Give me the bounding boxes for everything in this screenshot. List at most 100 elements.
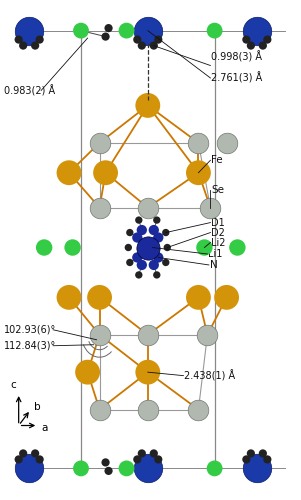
Point bbox=[145, 102, 150, 110]
Text: Se: Se bbox=[211, 185, 224, 195]
Text: N: N bbox=[210, 260, 218, 270]
Point bbox=[212, 464, 217, 472]
Point bbox=[248, 42, 253, 50]
Point bbox=[97, 294, 102, 302]
Point bbox=[145, 26, 150, 34]
Point bbox=[135, 234, 140, 241]
Point bbox=[145, 464, 150, 472]
Point bbox=[196, 168, 201, 176]
Point bbox=[97, 204, 102, 212]
Point bbox=[67, 168, 71, 176]
Point bbox=[165, 244, 170, 252]
Point bbox=[97, 139, 102, 147]
Point bbox=[135, 36, 140, 44]
Point bbox=[37, 456, 42, 464]
Point bbox=[151, 261, 156, 269]
Point bbox=[79, 464, 83, 472]
Point bbox=[196, 406, 201, 413]
Point bbox=[126, 244, 131, 252]
Point bbox=[265, 456, 270, 464]
Point bbox=[145, 244, 150, 252]
Point bbox=[244, 456, 249, 464]
Point bbox=[224, 294, 229, 302]
Point bbox=[106, 467, 111, 475]
Point bbox=[79, 26, 83, 34]
Text: 2.761(3) Å: 2.761(3) Å bbox=[211, 72, 262, 84]
Text: D1: D1 bbox=[211, 218, 225, 228]
Text: c: c bbox=[11, 380, 16, 390]
Point bbox=[205, 331, 210, 339]
Text: Li1: Li1 bbox=[208, 249, 223, 259]
Point bbox=[244, 36, 249, 44]
Point bbox=[135, 456, 140, 464]
Point bbox=[235, 244, 240, 252]
Point bbox=[106, 24, 111, 32]
Point bbox=[27, 26, 32, 34]
Point bbox=[103, 168, 108, 176]
Text: 102.93(6)°: 102.93(6)° bbox=[4, 325, 56, 335]
Point bbox=[139, 450, 144, 458]
Point bbox=[224, 139, 229, 147]
Point bbox=[145, 204, 150, 212]
Point bbox=[33, 450, 38, 458]
Point bbox=[260, 42, 265, 50]
Point bbox=[139, 226, 144, 234]
Point bbox=[97, 331, 102, 339]
Point bbox=[163, 228, 168, 236]
Point bbox=[202, 244, 207, 252]
Text: Fe: Fe bbox=[211, 155, 223, 165]
Point bbox=[154, 216, 159, 224]
Point bbox=[103, 32, 108, 40]
Point bbox=[124, 26, 129, 34]
Point bbox=[154, 271, 159, 279]
Point bbox=[260, 450, 265, 458]
Point bbox=[145, 406, 150, 413]
Text: D2: D2 bbox=[211, 228, 225, 237]
Point bbox=[208, 204, 213, 212]
Point bbox=[212, 26, 217, 34]
Point bbox=[85, 368, 90, 376]
Point bbox=[27, 464, 32, 472]
Text: 112.84(3)°: 112.84(3)° bbox=[4, 340, 56, 350]
Text: 0.998(3) Å: 0.998(3) Å bbox=[211, 50, 262, 62]
Point bbox=[67, 294, 71, 302]
Point bbox=[127, 258, 132, 266]
Point bbox=[265, 36, 270, 44]
Point bbox=[136, 216, 141, 224]
Point bbox=[103, 458, 108, 466]
Point bbox=[16, 36, 21, 44]
Text: a: a bbox=[41, 422, 48, 432]
Point bbox=[124, 464, 129, 472]
Point bbox=[156, 234, 161, 241]
Text: 2.438(1) Å: 2.438(1) Å bbox=[184, 370, 235, 382]
Point bbox=[21, 42, 26, 50]
Text: 0.983(2) Å: 0.983(2) Å bbox=[4, 84, 55, 96]
Point bbox=[156, 254, 161, 262]
Point bbox=[42, 244, 47, 252]
Point bbox=[136, 271, 141, 279]
Point bbox=[135, 254, 140, 262]
Text: Li2: Li2 bbox=[211, 238, 226, 248]
Point bbox=[254, 464, 259, 472]
Text: b: b bbox=[34, 402, 41, 411]
Point bbox=[196, 139, 201, 147]
Point bbox=[254, 26, 259, 34]
Point bbox=[163, 258, 168, 266]
Point bbox=[37, 36, 42, 44]
Point bbox=[16, 456, 21, 464]
Point bbox=[70, 244, 75, 252]
Point bbox=[156, 456, 161, 464]
Point bbox=[139, 261, 144, 269]
Point bbox=[145, 331, 150, 339]
Point bbox=[151, 450, 156, 458]
Point bbox=[196, 294, 201, 302]
Point bbox=[33, 42, 38, 50]
Point bbox=[151, 42, 156, 50]
Point bbox=[156, 36, 161, 44]
Point bbox=[248, 450, 253, 458]
Point bbox=[21, 450, 26, 458]
Point bbox=[139, 42, 144, 50]
Point bbox=[151, 226, 156, 234]
Point bbox=[145, 368, 150, 376]
Point bbox=[97, 406, 102, 413]
